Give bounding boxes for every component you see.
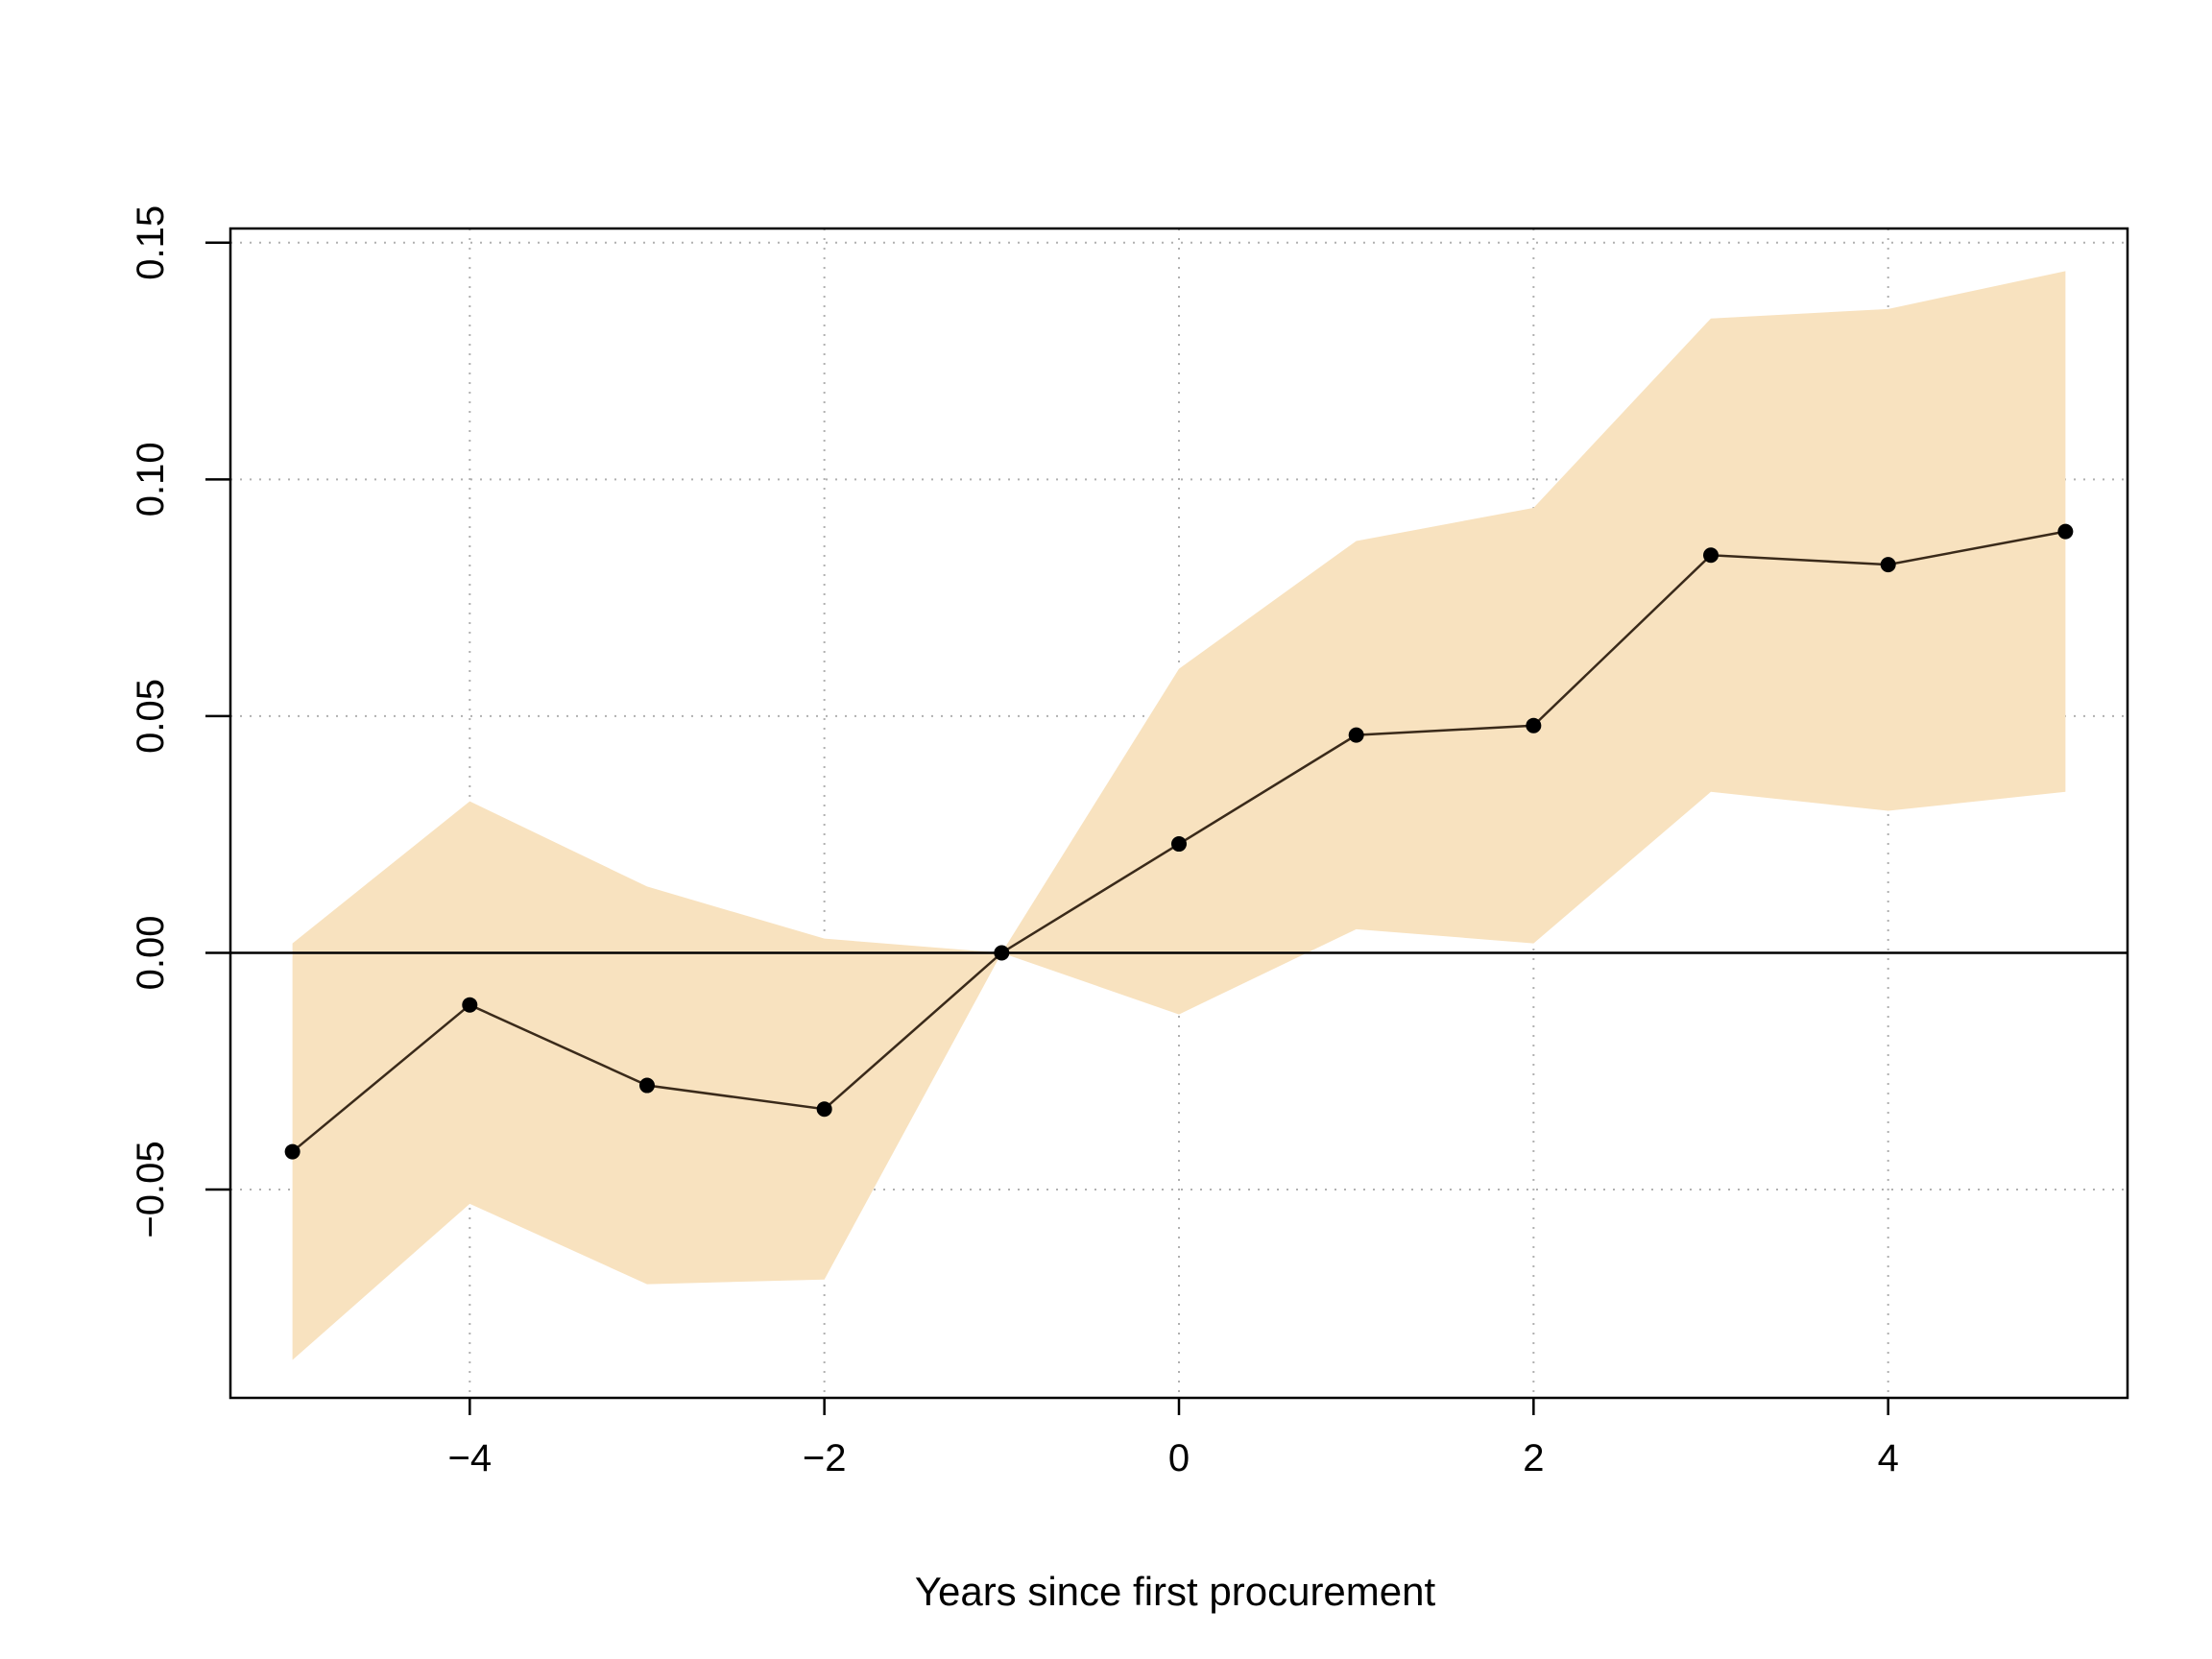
data-point	[1348, 727, 1364, 743]
series-points-layer	[284, 523, 2074, 1160]
data-point	[1880, 557, 1896, 573]
axes	[205, 227, 2129, 1415]
y-tick-label: 0.15	[130, 205, 172, 280]
x-tick-label: −2	[803, 1437, 847, 1479]
data-point	[284, 1143, 301, 1160]
y-tick-label: −0.05	[130, 1141, 172, 1238]
data-point	[816, 1101, 832, 1118]
tick-labels: −4 −2 0 2 4 −0.05 0.00 0.05 0.10 0.15	[130, 205, 1899, 1479]
x-tick-label: 2	[1523, 1437, 1544, 1479]
confidence-band-layer	[292, 271, 2066, 1360]
y-tick-label: 0.05	[130, 679, 172, 754]
data-point	[1703, 547, 1719, 564]
data-point	[2057, 523, 2074, 540]
x-tick-label: 4	[1878, 1437, 1899, 1479]
x-tick-label: 0	[1168, 1437, 1190, 1479]
data-point	[994, 945, 1010, 961]
data-point	[462, 997, 478, 1013]
confidence-band	[292, 271, 2066, 1360]
x-tick-label: −4	[448, 1437, 493, 1479]
x-axis-title: Years since first procurement	[915, 1569, 1436, 1614]
data-point	[1171, 836, 1187, 853]
y-tick-label: 0.10	[130, 442, 172, 517]
data-point	[638, 1077, 655, 1094]
data-point	[1526, 717, 1542, 733]
y-tick-label: 0.00	[130, 916, 172, 991]
